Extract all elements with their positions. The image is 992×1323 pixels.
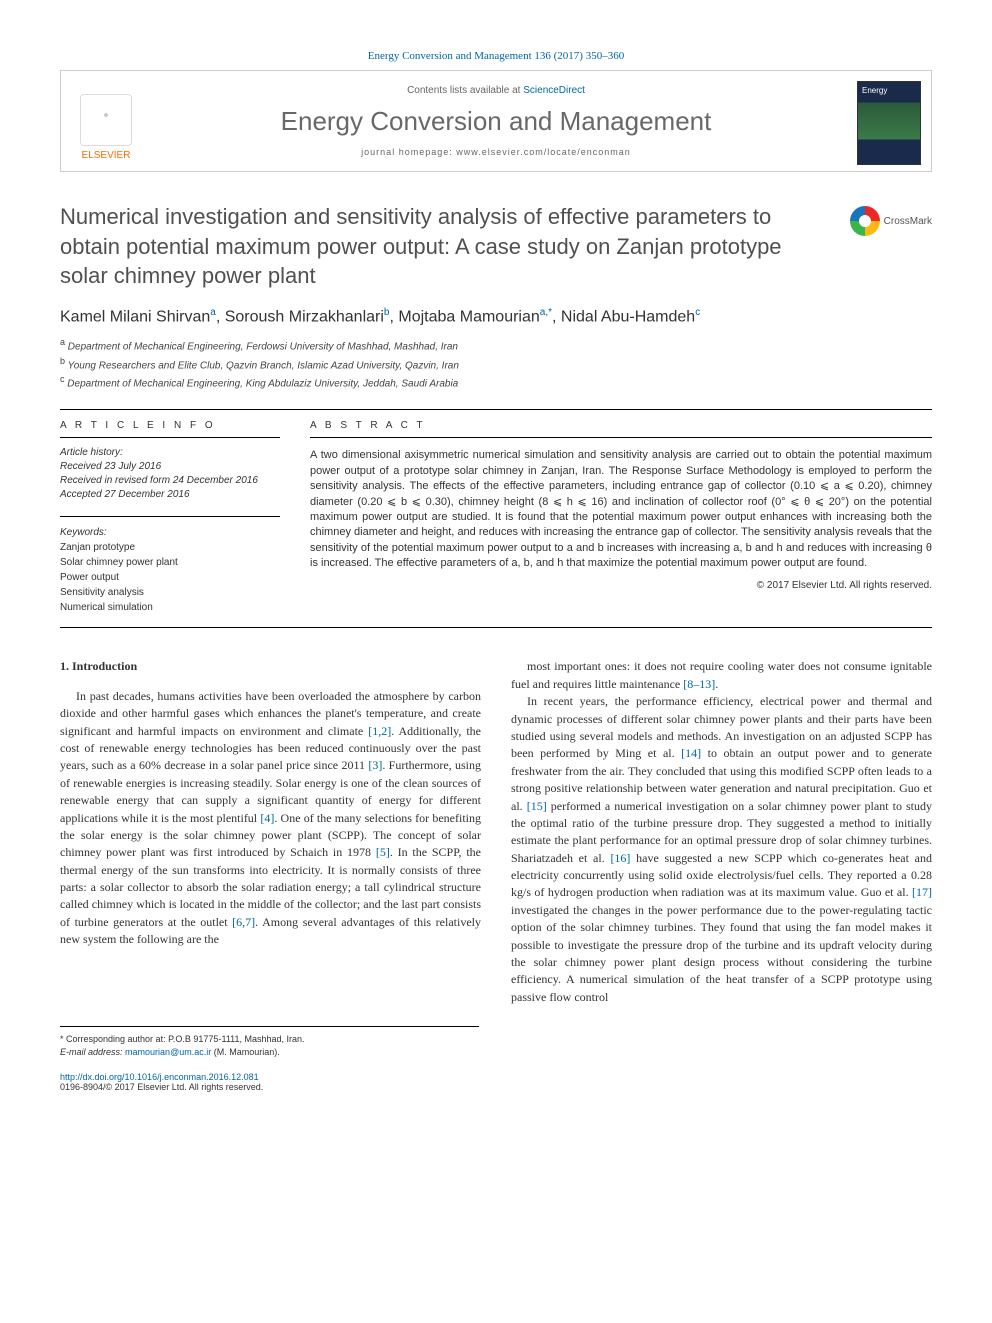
- journal-name: Energy Conversion and Management: [151, 106, 841, 137]
- affiliation: b Young Researchers and Elite Club, Qazv…: [60, 355, 932, 373]
- author-aff-marker: c: [695, 307, 700, 318]
- body-paragraph: In past decades, humans activities have …: [60, 688, 481, 949]
- citation-ref[interactable]: [15]: [527, 799, 547, 813]
- body-columns: 1. Introduction In past decades, humans …: [60, 658, 932, 1006]
- elsevier-tree-icon: [80, 94, 132, 146]
- crossmark-icon: [850, 206, 880, 236]
- title-row: Numerical investigation and sensitivity …: [60, 202, 932, 291]
- journal-homepage-line: journal homepage: www.elsevier.com/locat…: [151, 147, 841, 157]
- homepage-prefix: journal homepage:: [361, 147, 456, 157]
- elsevier-wordmark: ELSEVIER: [82, 150, 131, 161]
- divider: [310, 437, 932, 438]
- section-number: 1.: [60, 659, 69, 673]
- crossmark-badge[interactable]: CrossMark: [850, 206, 932, 236]
- body-paragraph: most important ones: it does not require…: [511, 658, 932, 693]
- history-item: Received in revised form 24 December 201…: [60, 474, 280, 488]
- article-title: Numerical investigation and sensitivity …: [60, 202, 830, 291]
- keywords-block: Keywords: Zanjan prototype Solar chimney…: [60, 525, 280, 615]
- section-heading: 1. Introduction: [60, 658, 481, 675]
- info-abstract-row: A R T I C L E I N F O Article history: R…: [60, 410, 932, 615]
- journal-header: ELSEVIER Contents lists available at Sci…: [60, 70, 932, 172]
- corresponding-email[interactable]: mamourian@um.ac.ir: [125, 1047, 211, 1057]
- citation-ref[interactable]: [1,2]: [368, 724, 391, 738]
- journal-cover-thumbnail: [857, 81, 921, 165]
- keyword: Solar chimney power plant: [60, 555, 280, 570]
- homepage-url[interactable]: www.elsevier.com/locate/enconman: [456, 147, 631, 157]
- crossmark-label: CrossMark: [884, 216, 932, 227]
- corresponding-address: * Corresponding author at: P.O.B 91775-1…: [60, 1033, 479, 1046]
- affiliation: c Department of Mechanical Engineering, …: [60, 373, 932, 391]
- corresponding-name: (M. Mamourian).: [214, 1047, 280, 1057]
- author: Kamel Milani Shirvan: [60, 308, 210, 325]
- citation-ref[interactable]: [16]: [610, 851, 630, 865]
- author-aff-marker: a: [210, 307, 216, 318]
- page-footer: http://dx.doi.org/10.1016/j.enconman.201…: [60, 1072, 932, 1092]
- abstract-column: A B S T R A C T A two dimensional axisym…: [310, 410, 932, 615]
- abstract-text: A two dimensional axisymmetric numerical…: [310, 448, 932, 571]
- article-info-heading: A R T I C L E I N F O: [60, 420, 280, 431]
- author: Soroush Mirzakhanlari: [225, 308, 384, 325]
- email-label: E-mail address:: [60, 1047, 123, 1057]
- section-title: Introduction: [72, 659, 137, 673]
- issn-copyright: 0196-8904/© 2017 Elsevier Ltd. All right…: [60, 1082, 263, 1092]
- doi-link[interactable]: http://dx.doi.org/10.1016/j.enconman.201…: [60, 1072, 259, 1082]
- citation-ref[interactable]: [4]: [260, 811, 274, 825]
- citation-ref[interactable]: [6,7]: [232, 915, 255, 929]
- corresponding-marker: ,*: [545, 307, 552, 318]
- article-history: Article history: Received 23 July 2016 R…: [60, 446, 280, 502]
- keyword: Zanjan prototype: [60, 540, 280, 555]
- aff-text: Department of Mechanical Engineering, Ki…: [67, 378, 458, 389]
- citation-ref[interactable]: [8–13]: [683, 677, 715, 691]
- citation-ref[interactable]: [14]: [681, 746, 701, 760]
- page: Energy Conversion and Management 136 (20…: [0, 0, 992, 1142]
- keyword: Sensitivity analysis: [60, 585, 280, 600]
- contents-prefix: Contents lists available at: [407, 85, 523, 96]
- elsevier-logo: ELSEVIER: [71, 81, 141, 161]
- aff-key: b: [60, 356, 65, 366]
- citation-ref[interactable]: [3]: [368, 758, 382, 772]
- affiliation: a Department of Mechanical Engineering, …: [60, 336, 932, 354]
- article-info-column: A R T I C L E I N F O Article history: R…: [60, 410, 280, 615]
- abstract-heading: A B S T R A C T: [310, 420, 932, 431]
- affiliations: a Department of Mechanical Engineering, …: [60, 336, 932, 391]
- contents-available-line: Contents lists available at ScienceDirec…: [151, 85, 841, 96]
- divider: [60, 516, 280, 517]
- bibliographic-line: Energy Conversion and Management 136 (20…: [60, 50, 932, 62]
- aff-key: c: [60, 374, 65, 384]
- author-aff-marker: b: [384, 307, 390, 318]
- author: Mojtaba Mamourian: [398, 308, 539, 325]
- citation-ref[interactable]: [5]: [376, 845, 390, 859]
- divider: [60, 627, 932, 628]
- aff-key: a: [60, 337, 65, 347]
- aff-text: Young Researchers and Elite Club, Qazvin…: [68, 360, 459, 371]
- corresponding-footnote: * Corresponding author at: P.O.B 91775-1…: [60, 1026, 479, 1058]
- corresponding-email-line: E-mail address: mamourian@um.ac.ir (M. M…: [60, 1046, 479, 1059]
- history-label: Article history:: [60, 446, 280, 460]
- citation-ref[interactable]: [17]: [912, 885, 932, 899]
- divider: [60, 437, 280, 438]
- body-column-left: 1. Introduction In past decades, humans …: [60, 658, 481, 1006]
- history-item: Accepted 27 December 2016: [60, 488, 280, 502]
- sciencedirect-link[interactable]: ScienceDirect: [523, 85, 585, 96]
- keywords-label: Keywords:: [60, 525, 280, 540]
- keyword: Power output: [60, 570, 280, 585]
- body-paragraph: In recent years, the performance efficie…: [511, 693, 932, 1006]
- abstract-copyright: © 2017 Elsevier Ltd. All rights reserved…: [310, 580, 932, 591]
- keyword: Numerical simulation: [60, 600, 280, 615]
- body-column-right: most important ones: it does not require…: [511, 658, 932, 1006]
- author-list: Kamel Milani Shirvana, Soroush Mirzakhan…: [60, 307, 932, 326]
- author: Nidal Abu-Hamdeh: [561, 308, 695, 325]
- history-item: Received 23 July 2016: [60, 460, 280, 474]
- aff-text: Department of Mechanical Engineering, Fe…: [68, 342, 458, 353]
